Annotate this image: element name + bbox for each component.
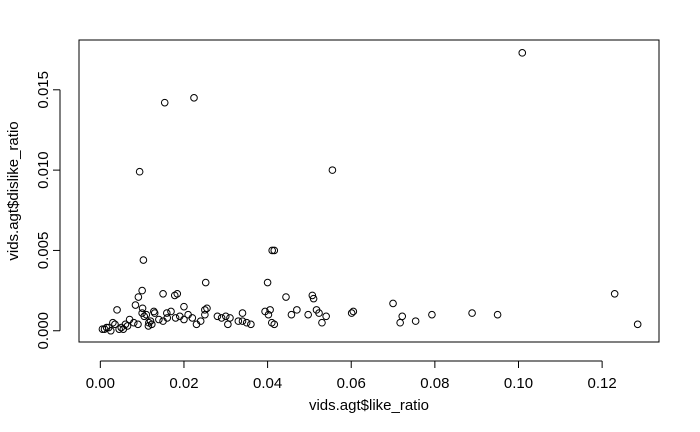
data-point [322, 312, 330, 321]
data-point [217, 314, 226, 322]
data-point [213, 312, 222, 321]
data-point [304, 310, 312, 319]
y-tick-label: 0.010 [35, 151, 52, 189]
data-point [309, 294, 318, 303]
data-point [102, 323, 111, 332]
data-point [518, 49, 527, 57]
x-axis: 0.00 0.02 0.04 0.06 0.08 0.10 0.12 [86, 360, 617, 392]
data-point [308, 291, 317, 300]
data-point [146, 317, 155, 325]
y-tick-label: 0.000 [35, 312, 52, 350]
data-point [238, 309, 247, 317]
y-tick-label: 0.005 [35, 232, 52, 270]
data-point [139, 256, 148, 264]
data-point [493, 310, 502, 319]
points-layer [98, 49, 642, 335]
data-point [315, 309, 323, 317]
data-point [113, 306, 121, 314]
data-point [188, 314, 197, 322]
data-point [349, 307, 358, 316]
data-point [150, 309, 159, 317]
x-tick-label: 0.06 [337, 375, 366, 392]
data-point [234, 317, 243, 325]
data-point [247, 320, 255, 329]
plot-box [78, 39, 660, 343]
data-point [131, 301, 140, 309]
data-point [167, 307, 175, 316]
data-point [123, 322, 132, 330]
data-point [264, 310, 273, 319]
data-point [100, 325, 109, 333]
data-point [238, 317, 247, 325]
data-point [610, 290, 619, 298]
data-point [134, 320, 142, 329]
data-point [111, 320, 119, 329]
data-point [138, 309, 146, 317]
data-point [468, 309, 476, 317]
data-point [266, 306, 274, 314]
data-point [201, 278, 210, 287]
x-tick-label: 0.00 [86, 375, 115, 392]
x-tick-label: 0.02 [169, 375, 198, 392]
data-point [270, 246, 279, 255]
data-point [411, 317, 420, 325]
data-point [328, 166, 337, 174]
data-point [138, 286, 146, 295]
data-point [396, 318, 404, 327]
y-tick-label: 0.015 [35, 71, 52, 109]
data-point [159, 290, 167, 298]
data-point [190, 94, 198, 102]
data-point [287, 310, 296, 319]
data-point [104, 323, 113, 332]
data-point [109, 318, 117, 327]
x-axis-title: vids.agt$like_ratio [309, 397, 429, 414]
data-point [115, 325, 123, 333]
data-point [270, 320, 279, 329]
data-point [147, 320, 156, 329]
data-point [155, 315, 163, 324]
data-point [201, 310, 209, 319]
data-point [192, 320, 201, 329]
y-axis: 0.000 0.005 0.010 0.015 [35, 71, 61, 350]
data-point [142, 310, 151, 319]
data-point [268, 246, 276, 255]
data-point [173, 290, 182, 298]
data-point [282, 293, 290, 301]
data-point [201, 306, 209, 314]
data-point [150, 307, 158, 316]
y-axis-title: vids.agt$dislike_ratio [5, 121, 22, 260]
data-point [135, 167, 144, 176]
x-tick-label: 0.08 [420, 375, 449, 392]
data-point [224, 320, 232, 329]
data-point [163, 309, 171, 317]
data-point [242, 318, 251, 327]
data-point [138, 304, 147, 313]
data-point [171, 314, 180, 322]
x-tick-label: 0.10 [504, 375, 533, 392]
data-point [221, 312, 230, 321]
data-point [134, 293, 143, 301]
data-point [159, 317, 167, 325]
data-point [389, 299, 397, 308]
x-tick-label: 0.04 [253, 375, 282, 392]
data-point [428, 310, 436, 319]
data-point [347, 309, 356, 317]
data-point [160, 98, 169, 107]
data-point [180, 302, 188, 311]
x-tick-label: 0.12 [588, 375, 617, 392]
data-point [318, 318, 326, 327]
data-point [263, 278, 272, 287]
data-point [175, 312, 184, 321]
data-point [633, 320, 642, 329]
data-point [293, 306, 301, 314]
